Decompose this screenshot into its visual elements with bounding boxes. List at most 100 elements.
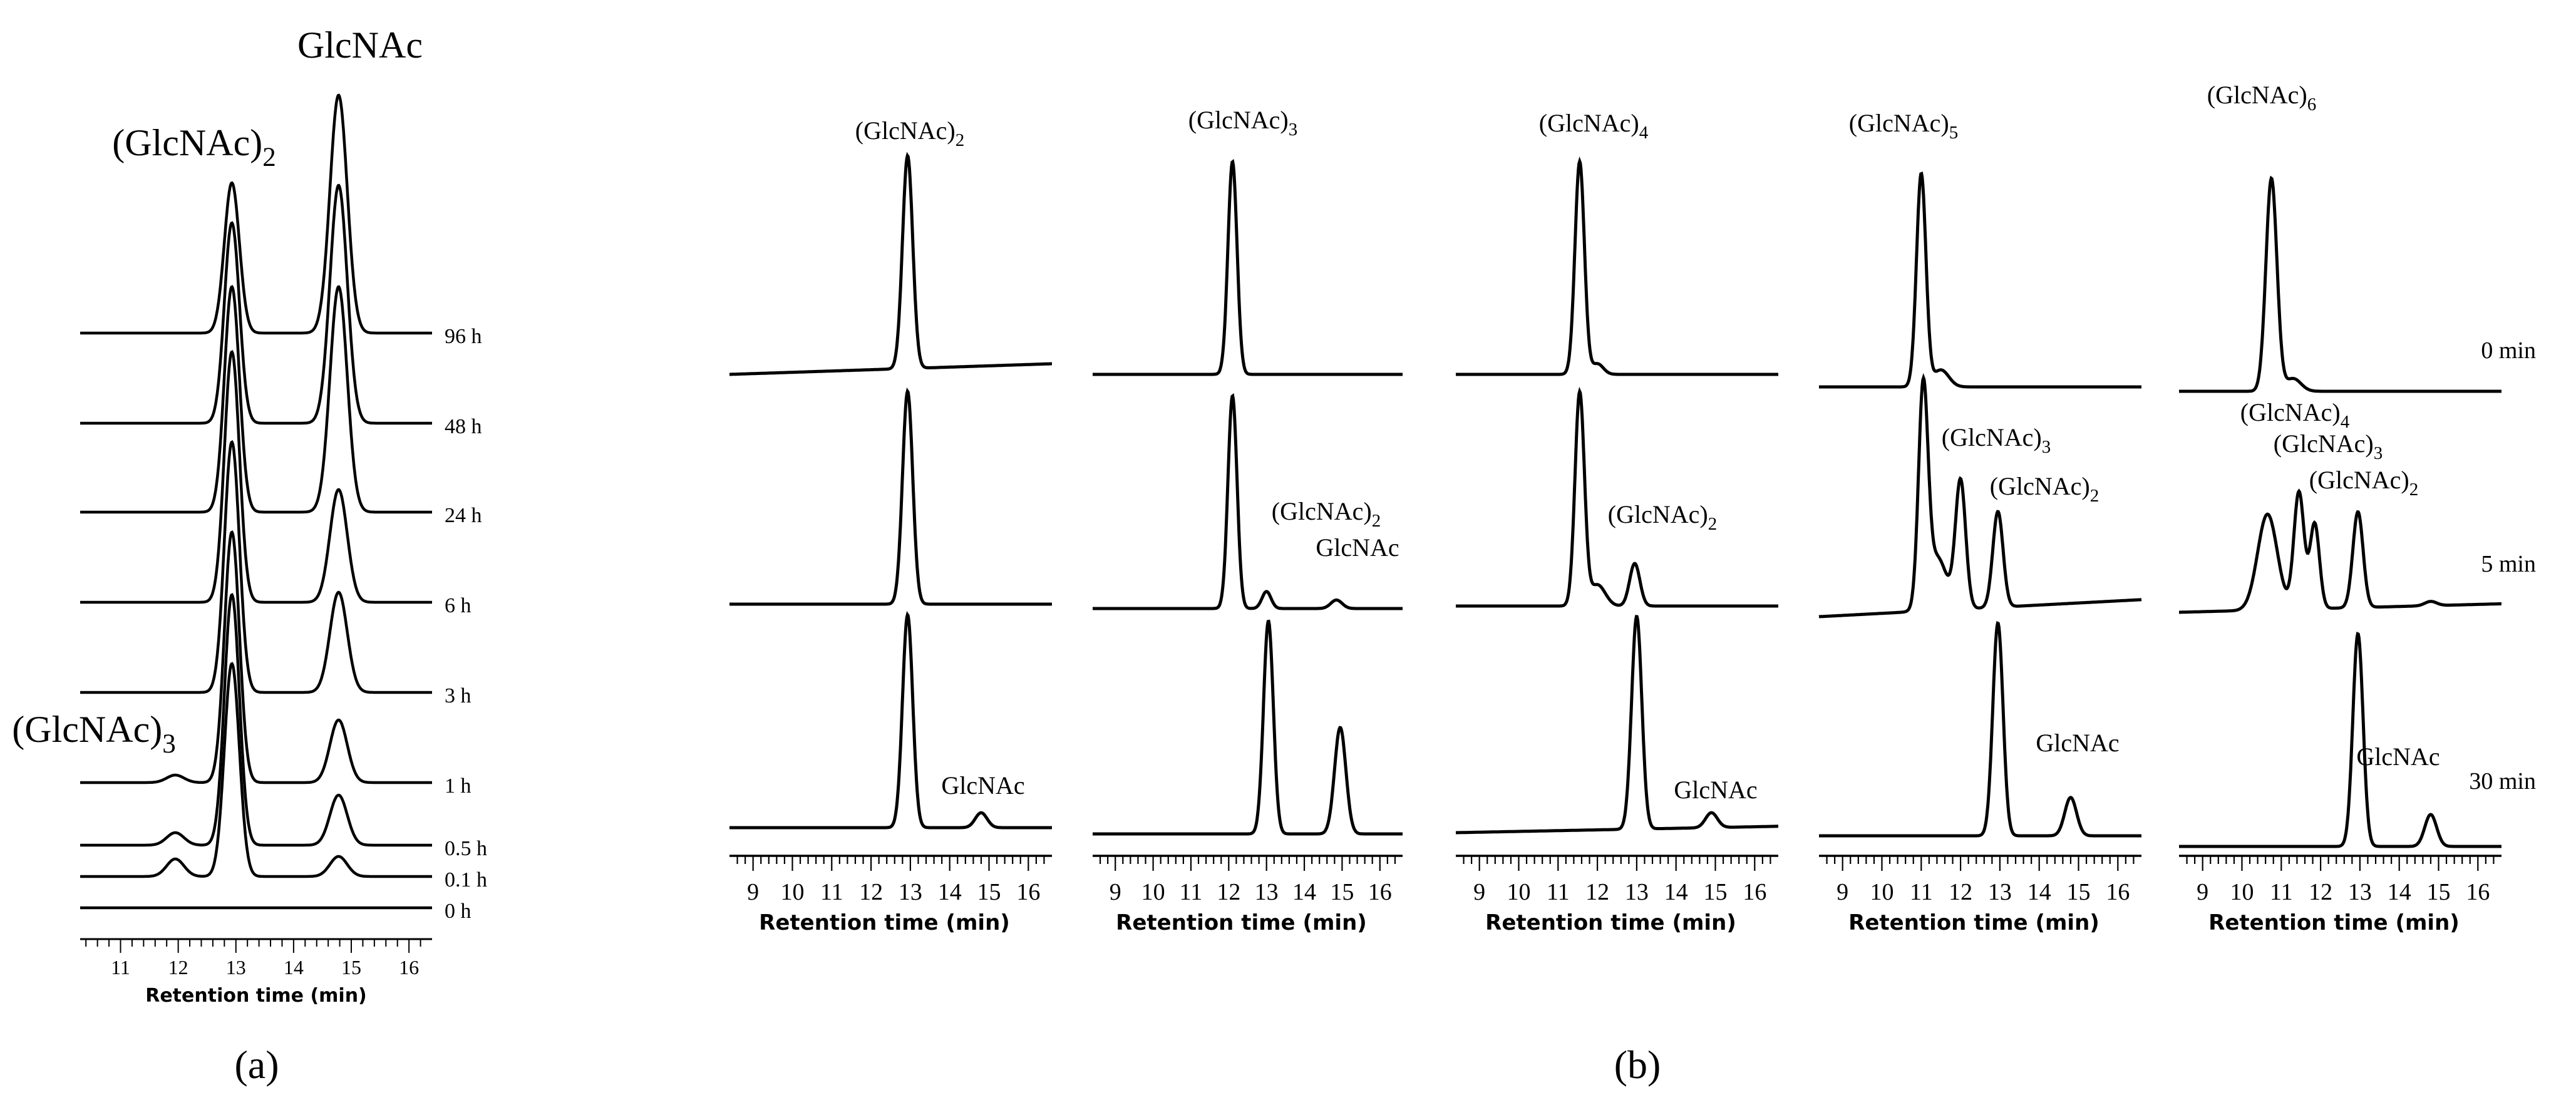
x-axis-title: Retention time (min) [759,910,1010,935]
peak-label: GlcNAc [2036,729,2119,757]
x-tick-label: 12 [168,956,188,979]
trace-b5-30-min [2179,632,2501,848]
x-tick-label: 12 [1949,879,1972,905]
series-label: 48 h [445,415,482,438]
peak-label: (GlcNAc)5 [1849,109,1958,143]
trace-96-h [80,93,432,335]
x-tick-label: 16 [1016,879,1040,905]
x-tick-label: 16 [1743,879,1766,905]
x-tick-label: 16 [2106,879,2130,905]
x-tick-label: 11 [1910,879,1933,905]
x-tick-label: 12 [1585,879,1609,905]
series-label: 6 h [445,594,471,617]
time-label: 30 min [2469,768,2536,794]
trace-b4-30-min [1819,621,2141,838]
series-label: 0 h [445,900,471,923]
trace-b3-5-min [1456,386,1778,608]
x-tick-label: 11 [111,956,130,979]
peak-label: GlcNAc [2356,743,2439,771]
peak-label: (GlcNAc)4 [2240,398,2350,432]
trace-b1-30-min [729,611,1052,830]
x-tick-label: 10 [780,879,804,905]
peak-label: (GlcNAc)2 [112,122,276,172]
series-label: 3 h [445,684,471,707]
x-tick-label: 9 [1837,879,1848,905]
x-tick-label: 10 [1507,879,1530,905]
x-tick-label: 11 [2270,879,2293,905]
x-tick-label: 13 [1255,879,1279,905]
peak-label: (GlcNAc)2 [855,116,964,150]
trace-b5-0-min [2179,175,2501,393]
x-tick-label: 15 [2427,879,2451,905]
x-tick-label: 15 [1330,879,1354,905]
trace-b2-0-min [1093,158,1403,376]
trace-3-h [80,439,432,694]
x-tick-label: 13 [1988,879,2012,905]
x-tick-label: 14 [938,879,962,905]
x-tick-label: 12 [859,879,883,905]
trace-b4-0-min [1819,172,2141,389]
peak-label: GlcNAc [941,771,1024,799]
trace-b5-5-min [2179,488,2501,614]
peak-label: GlcNAc [1674,776,1757,804]
x-tick-label: 9 [2197,879,2208,905]
series-label: 0.5 h [445,837,487,860]
trace-b4-5-min [1818,373,2142,619]
x-tick-label: 12 [1217,879,1240,905]
trace-b3-0-min [1456,156,1778,376]
peak-label: (GlcNAc)3 [2274,429,2383,463]
x-tick-label: 11 [1180,879,1203,905]
panel-label-b: (b) [1614,1042,1661,1087]
peak-label: (GlcNAc)3 [12,709,175,759]
x-tick-label: 16 [399,956,419,979]
x-tick-label: 10 [2230,879,2254,905]
trace-b2-5-min [1093,393,1403,610]
x-tick-label: 14 [1292,879,1316,905]
time-label: 0 min [2481,337,2536,364]
x-tick-label: 14 [2027,879,2051,905]
panel-a-chart: 96 h 48 h 24 h 6 h 3 h 1 h 0.5 h 0.1 h 0 h 11 12 13… [12,24,487,1007]
x-tick-label: 10 [1870,879,1893,905]
trace-0-5-h [80,592,432,847]
x-tick-label: 15 [341,956,361,979]
trace-b3-30-min [1456,615,1778,835]
peak-label: GlcNAc [297,24,423,66]
x-axis-title: Retention time (min) [1485,910,1736,935]
peak-label: (GlcNAc)2 [1272,497,1381,531]
x-tick-label: 13 [226,956,246,979]
trace-b1-0-min [729,152,1052,376]
trace-48-h [80,183,432,425]
x-tick-label: 15 [977,879,1001,905]
x-axis-title: Retention time (min) [145,985,367,1007]
series-label: 0.1 h [445,868,487,892]
peak-label: GlcNAc [1316,533,1399,562]
x-tick-label: 14 [284,956,304,979]
x-tick-label: 14 [2388,879,2411,905]
x-tick-label: 9 [747,879,759,905]
peak-label: (GlcNAc)3 [1188,106,1297,140]
x-tick-label: 13 [899,879,922,905]
x-axis-title: Retention time (min) [1848,910,2099,935]
time-label: 5 min [2481,551,2536,577]
x-tick-label: 9 [1110,879,1121,905]
x-tick-label: 15 [1704,879,1728,905]
peak-label: (GlcNAc)3 [1942,423,2051,457]
x-tick-label: 11 [1547,879,1570,905]
x-tick-label: 13 [2348,879,2372,905]
x-tick-label: 16 [2466,879,2490,905]
x-axis-title: Retention time (min) [2208,910,2460,935]
x-tick-label: 11 [820,879,843,905]
x-axis-title: Retention time (min) [1116,910,1367,935]
peak-label: (GlcNAc)2 [1990,472,2099,506]
trace-0-1-h [80,662,432,878]
peak-label: (GlcNAc)4 [1539,109,1649,143]
x-tick-label: 16 [1368,879,1392,905]
series-label: 96 h [445,325,482,348]
panel-label-a: (a) [234,1042,279,1087]
trace-6-h [80,349,432,604]
x-tick-label: 12 [2309,879,2332,905]
x-tick-label: 15 [2067,879,2091,905]
x-tick-label: 13 [1625,879,1649,905]
